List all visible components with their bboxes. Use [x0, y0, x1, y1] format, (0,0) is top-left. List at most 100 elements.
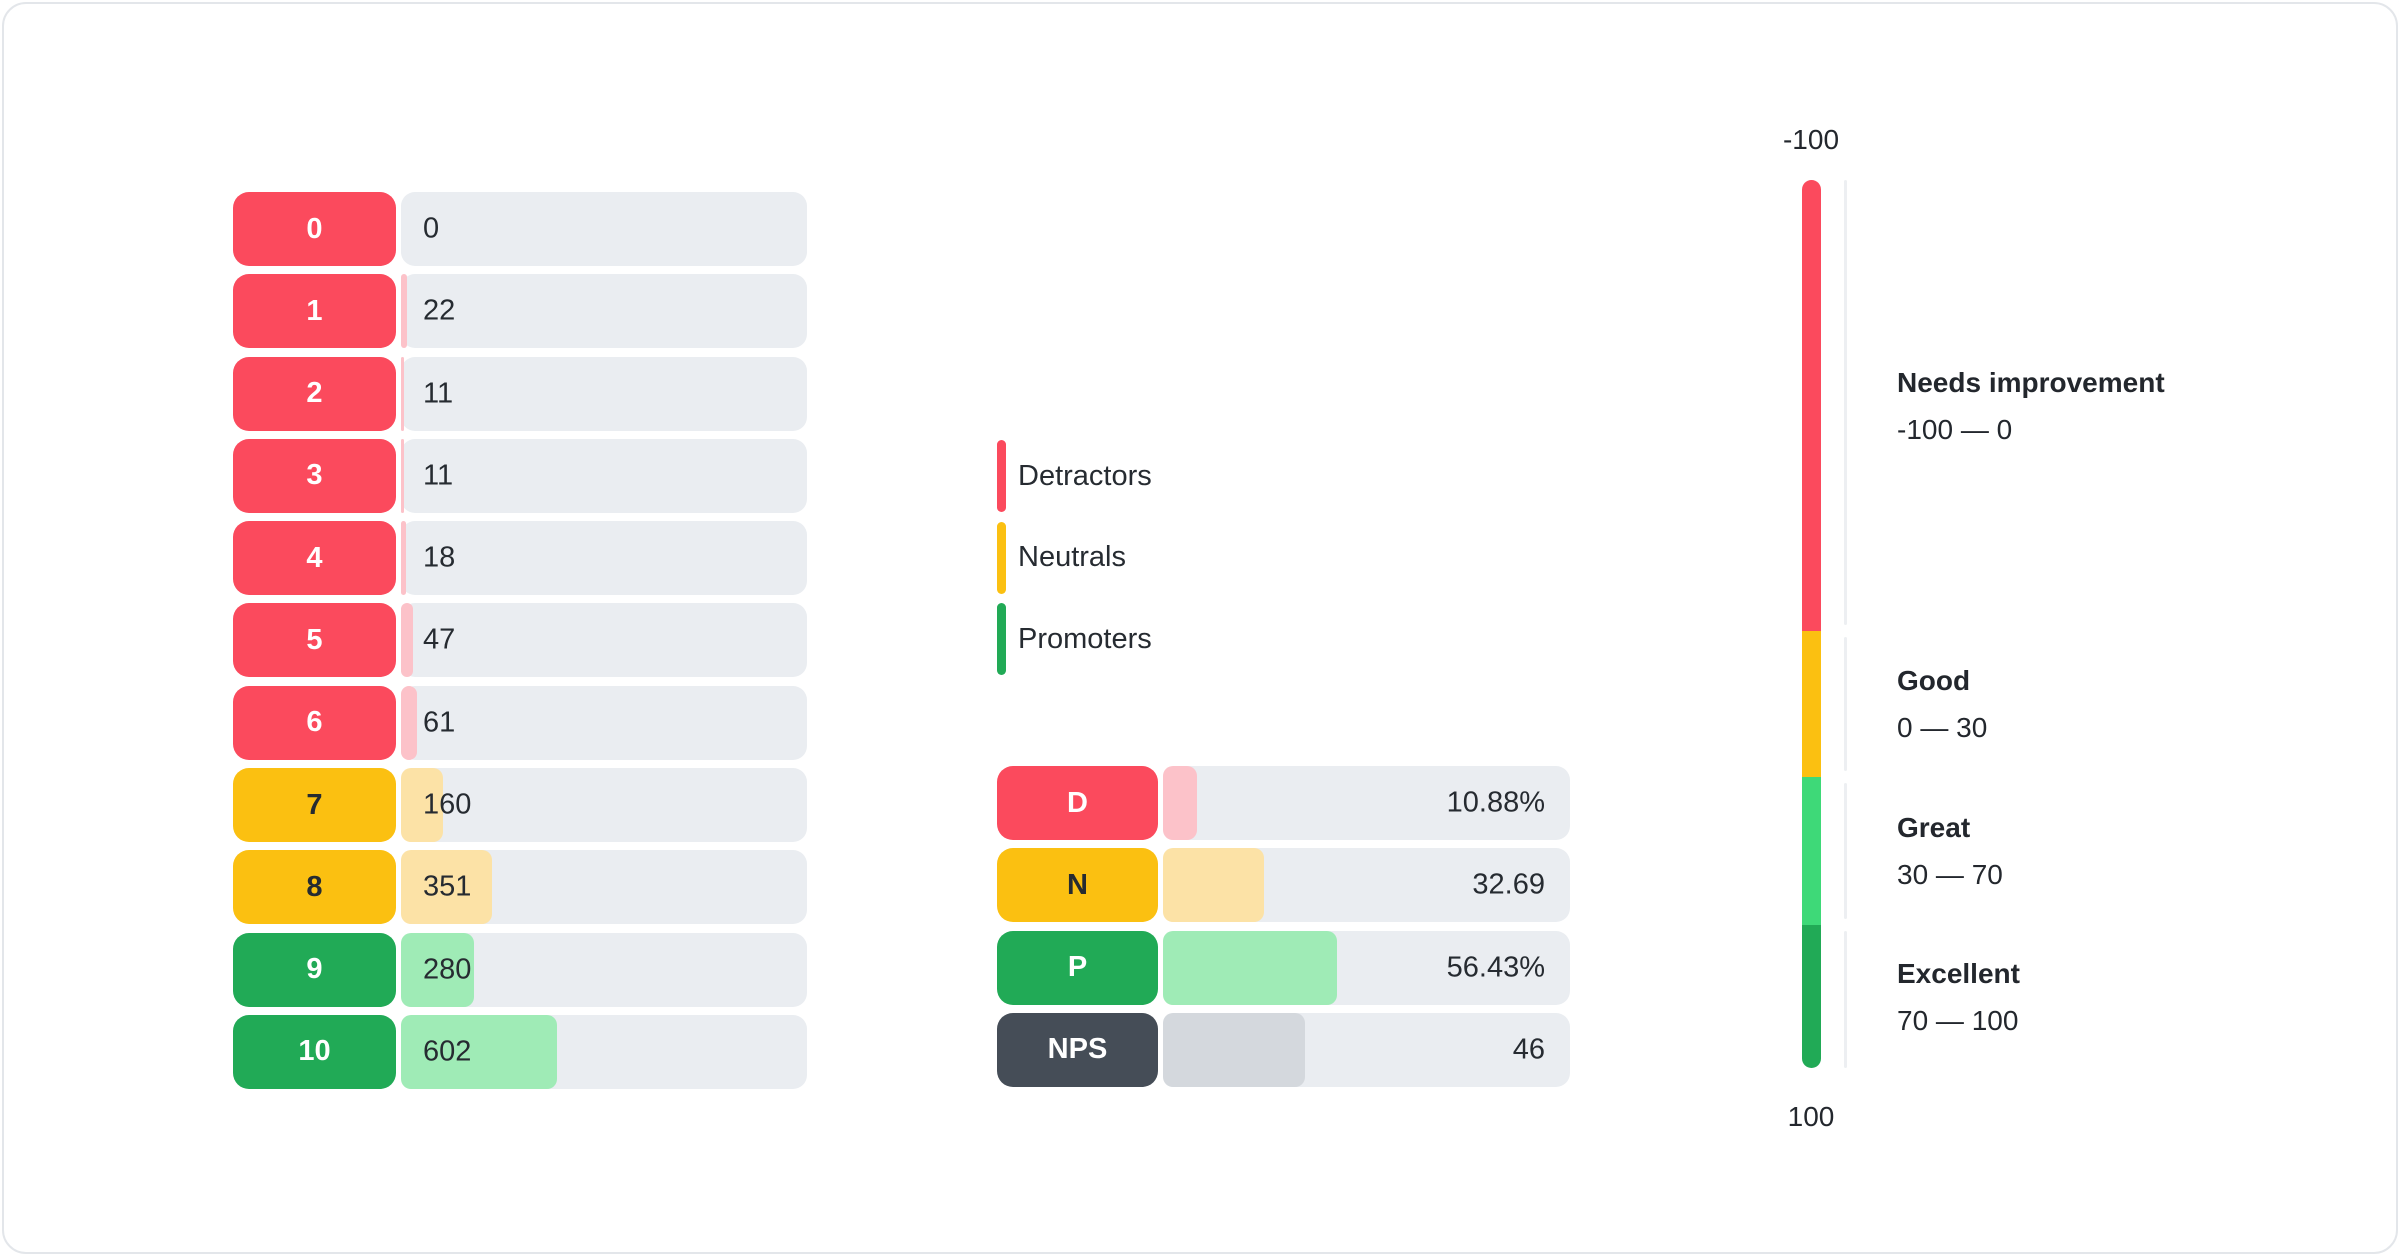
gauge-bottom-label: 100: [1787, 1101, 1835, 1132]
gauge-zone-labels: Needs improvement -100 — 0 Good 0 — 30 Great…: [1897, 0, 2337, 1256]
score-row: 8 351: [233, 850, 807, 925]
score-row: 3 11: [233, 438, 807, 513]
summary-badge-d: D: [997, 766, 1158, 840]
score-badge: 4: [233, 521, 396, 596]
gauge-zone-title: Needs improvement: [1897, 366, 2165, 398]
score-bar: [401, 1014, 558, 1089]
score-count: 160: [423, 788, 472, 821]
score-bar-track: 280: [401, 932, 807, 1007]
score-bar-track: 0: [401, 192, 807, 266]
score-badge: 5: [233, 603, 396, 678]
gauge-zone-range: 30 — 70: [1897, 858, 2003, 890]
score-bar-track: 351: [401, 850, 807, 925]
gauge-zone-title: Excellent: [1897, 957, 2020, 989]
summary-row: D 10.88%: [997, 766, 1570, 840]
score-count: 11: [423, 459, 454, 492]
legend-label: Detractors: [1018, 459, 1152, 492]
summary-value: 10.88%: [1446, 786, 1545, 819]
summary-badge-n: N: [997, 848, 1158, 923]
score-count: 47: [423, 623, 456, 656]
score-bar-track: 11: [401, 438, 807, 513]
score-row: 10 602: [233, 1014, 807, 1089]
score-count: 351: [423, 870, 472, 903]
score-row: 1 22: [233, 274, 807, 349]
gauge-segment-excellent: [1802, 925, 1821, 1068]
summary-bar-track: 32.69: [1163, 848, 1570, 923]
summary-value: 46: [1512, 1033, 1545, 1066]
score-row: 5 47: [233, 603, 807, 678]
gauge-segment-good: [1802, 631, 1821, 777]
summary-bar-track: 56.43%: [1163, 930, 1570, 1005]
score-row: 7 160: [233, 768, 807, 843]
score-badge: 2: [233, 356, 396, 431]
score-bar-track: 160: [401, 768, 807, 843]
score-row: 9 280: [233, 932, 807, 1007]
score-badge: 0: [233, 192, 396, 266]
legend-swatch-promoter: [997, 603, 1006, 675]
summary-bar: [1163, 1012, 1305, 1087]
score-count: 0: [423, 212, 440, 245]
score-badge: 9: [233, 932, 396, 1007]
summary-value: 56.43%: [1446, 951, 1545, 984]
gauge-zone-title: Good: [1897, 664, 1971, 696]
score-bar-track: 22: [401, 274, 807, 349]
score-bar-track: 61: [401, 685, 807, 760]
gauge-zone-range: -100 — 0: [1897, 413, 2013, 445]
gauge-axis-line: [1844, 0, 1847, 1256]
score-bar: [401, 850, 493, 925]
legend-item: Promoters: [997, 602, 1152, 676]
score-row: 6 61: [233, 685, 807, 760]
score-count: 18: [423, 541, 456, 574]
score-bar: [401, 438, 404, 513]
legend-swatch-detractor: [997, 440, 1006, 512]
score-bar: [401, 768, 443, 843]
score-bar: [401, 685, 417, 760]
gauge-axis-segment: [1844, 782, 1847, 920]
legend-label: Promoters: [1018, 622, 1152, 655]
summary-badge-nps: NPS: [997, 1012, 1158, 1087]
score-badge: 7: [233, 768, 396, 843]
summary-bar-track: 46: [1163, 1012, 1570, 1087]
summary-bar: [1163, 848, 1264, 923]
score-bar-track: 11: [401, 356, 807, 431]
score-count: 602: [423, 1035, 472, 1068]
nps-summary-list: D 10.88% N 32.69 P 56.43% NPS 46: [997, 766, 1570, 1095]
score-count: 280: [423, 953, 472, 986]
gauge-segment-detractor: [1802, 180, 1821, 632]
summary-row: N 32.69: [997, 848, 1570, 923]
score-bar: [401, 603, 414, 678]
score-count: 11: [423, 377, 454, 410]
summary-row: NPS 46: [997, 1012, 1570, 1087]
score-bar-track: 18: [401, 521, 807, 596]
score-bar: [401, 932, 474, 1007]
score-count: 61: [423, 706, 456, 739]
score-row: 2 11: [233, 356, 807, 431]
score-bar: [401, 274, 407, 349]
score-distribution-list: 0 0 1 22 2 11 3 11 4 18 5 47 6 61 7 160 8 351 9 280 10 602: [233, 192, 807, 1097]
score-badge: 10: [233, 1014, 396, 1089]
score-badge: 6: [233, 685, 396, 760]
legend-item: Detractors: [997, 439, 1152, 513]
summary-value: 32.69: [1472, 868, 1545, 901]
gauge-segment-great: [1802, 776, 1821, 925]
gauge-zone-label-detractor: Needs improvement -100 — 0: [1897, 359, 2165, 453]
score-badge: 1: [233, 274, 396, 349]
legend-label: Neutrals: [1018, 541, 1126, 573]
gauge-bar: [1802, 180, 1821, 1068]
summary-bar-track: 10.88%: [1163, 766, 1570, 840]
legend-item: Neutrals: [997, 521, 1152, 595]
score-bar-track: 602: [401, 1014, 807, 1089]
score-bar-track: 47: [401, 603, 807, 678]
score-badge: 8: [233, 850, 396, 925]
gauge-axis-segment: [1844, 180, 1847, 626]
score-row: 4 18: [233, 521, 807, 596]
legend: Detractors Neutrals Promoters: [997, 439, 1152, 684]
legend-swatch-neutral: [997, 521, 1006, 594]
gauge-top-label: -100: [1782, 124, 1840, 155]
gauge-zone-label-good: Good 0 — 30: [1897, 657, 1987, 751]
gauge-zone-range: 0 — 30: [1897, 711, 1988, 743]
score-badge: 3: [233, 438, 396, 513]
score-bar: [401, 356, 404, 431]
gauge-axis-segment: [1844, 931, 1847, 1068]
